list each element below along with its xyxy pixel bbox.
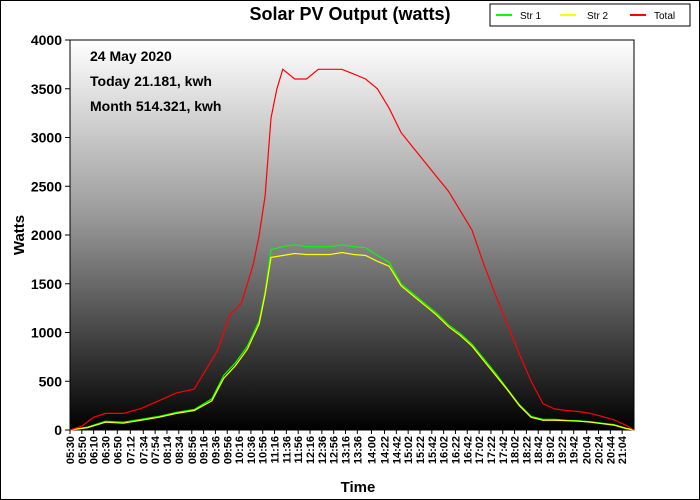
x-tick-label: 06:50: [112, 436, 124, 464]
legend: Str 1 Str 2 Total: [489, 3, 691, 27]
annotation-month: Month 514.321, kwh: [90, 98, 221, 114]
series-line-str-2: [69, 251, 635, 431]
x-tick-label: 08:56: [187, 436, 199, 464]
x-tick-label: 12:56: [329, 436, 341, 464]
y-tick-label: 4000: [31, 32, 62, 48]
x-tick-label: 19:02: [545, 436, 557, 464]
x-tick-label: 16:02: [439, 436, 451, 464]
x-tick-label: 05:50: [77, 436, 89, 464]
x-tick-label: 18:22: [521, 436, 533, 464]
x-tick-label: 06:30: [100, 436, 112, 464]
y-tick-label: 2500: [31, 178, 62, 194]
x-tick-label: 10:56: [258, 436, 270, 464]
x-tick-label: 13:16: [340, 436, 352, 464]
x-tick-label: 09:36: [210, 436, 222, 464]
plot-area: [69, 39, 635, 431]
x-tick-label: 08:34: [174, 435, 186, 464]
legend-box: [489, 3, 691, 27]
x-tick-label: 14:42: [391, 436, 403, 464]
x-tick-label: 15:42: [427, 436, 439, 464]
x-tick-label: 14:22: [380, 436, 392, 464]
x-tick-label: 09:56: [222, 436, 234, 464]
x-tick-label: 12:36: [317, 436, 329, 464]
x-tick-label: 19:42: [569, 436, 581, 464]
x-tick-label: 07:12: [125, 436, 137, 464]
legend-label-total: Total: [654, 11, 675, 22]
x-tick-label: 07:54: [150, 435, 162, 464]
x-tick-label: 13:36: [352, 436, 364, 464]
annotation-today: Today 21.181, kwh: [90, 73, 212, 89]
x-tick-label: 06:10: [89, 436, 101, 464]
x-tick-label: 10:36: [246, 436, 258, 464]
y-tick-label: 0: [54, 422, 62, 438]
x-tick-label: 10:16: [234, 436, 246, 464]
x-tick-label: 16:42: [462, 436, 474, 464]
x-tick-label: 11:16: [270, 436, 282, 464]
x-tick-label: 19:22: [557, 436, 569, 464]
x-tick-label: 08:14: [162, 435, 174, 464]
x-axis-label: Time: [341, 479, 376, 496]
series-layer: [69, 68, 635, 431]
chart-title: Solar PV Output (watts): [249, 4, 450, 24]
series-line-total: [69, 68, 635, 431]
y-tick-label: 1000: [31, 325, 62, 341]
x-tick-label: 12:16: [305, 436, 317, 464]
x-axis: 05:30 05:50 06:10 06:30 06:50 07:12 07:34 07:54…: [65, 430, 629, 464]
x-tick-label: 17:22: [486, 436, 498, 464]
y-axis: 0 500 1000 1500 2000 2500 3000 3500 4000: [31, 32, 70, 438]
x-tick-label: 07:34: [138, 435, 150, 464]
y-axis-label: Watts: [11, 215, 28, 255]
x-tick-label: 15:02: [403, 436, 415, 464]
x-tick-label: 20:44: [605, 435, 617, 464]
y-tick-label: 500: [39, 373, 63, 389]
x-tick-label: 21:04: [617, 435, 629, 464]
x-tick-label: 05:30: [65, 436, 77, 464]
legend-label-str1: Str 1: [520, 11, 542, 22]
x-tick-label: 16:22: [450, 436, 462, 464]
annotation-date: 24 May 2020: [90, 48, 172, 64]
x-tick-label: 17:02: [474, 436, 486, 464]
x-tick-label: 11:36: [281, 436, 293, 464]
x-tick-label: 15:22: [415, 436, 427, 464]
x-tick-label: 18:42: [533, 436, 545, 464]
x-tick-label: 09:16: [199, 436, 211, 464]
x-tick-label: 20:24: [594, 435, 606, 464]
y-tick-label: 1500: [31, 276, 62, 292]
legend-label-str2: Str 2: [587, 11, 609, 22]
y-tick-label: 3000: [31, 130, 62, 146]
x-tick-label: 17:42: [498, 436, 510, 464]
series-line-str-1: [69, 244, 635, 431]
y-tick-label: 2000: [31, 227, 62, 243]
x-tick-label: 11:56: [293, 436, 305, 464]
x-tick-label: 14:00: [367, 436, 379, 464]
x-tick-label: 18:02: [510, 436, 522, 464]
y-tick-label: 3500: [31, 81, 62, 97]
x-tick-label: 20:04: [582, 435, 594, 464]
